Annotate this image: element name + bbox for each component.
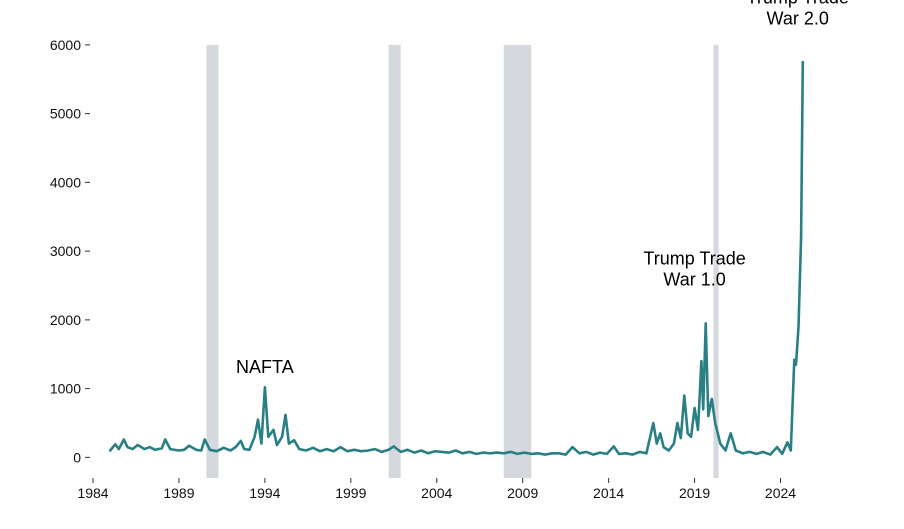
- recession-bands: [206, 44, 719, 478]
- x-tick-label: 1984: [77, 485, 108, 501]
- annotation-label: War 1.0: [663, 270, 725, 290]
- y-tick-label: 0: [73, 449, 81, 465]
- y-tick-label: 5000: [50, 106, 81, 122]
- annotation-label: Trump Trade: [643, 249, 745, 269]
- annotation-label: Trump Trade: [747, 0, 849, 7]
- x-tick-label: 2009: [507, 485, 538, 501]
- y-tick-label: 4000: [50, 174, 81, 190]
- annotation-label: NAFTA: [236, 357, 294, 377]
- x-axis: 1984 1989 1994 1999 2004 2009 2014 2019 2024: [77, 478, 796, 501]
- recession-band: [206, 44, 219, 478]
- y-axis: 0 1000 2000 3000 4000 5000 6000: [50, 37, 90, 465]
- recession-band: [503, 44, 532, 478]
- x-tick-label: 1989: [163, 485, 194, 501]
- x-tick-label: 2014: [593, 485, 624, 501]
- recession-band: [713, 44, 719, 478]
- x-tick-label: 2019: [679, 485, 710, 501]
- series-layer: [108, 60, 805, 456]
- x-tick-label: 1999: [335, 485, 366, 501]
- x-tick-label: 2004: [421, 485, 452, 501]
- x-tick-label: 2024: [765, 485, 796, 501]
- y-tick-label: 1000: [50, 381, 81, 397]
- x-tick-label: 1994: [249, 485, 280, 501]
- recession-band: [388, 44, 401, 478]
- series-line: [108, 60, 805, 456]
- y-tick-label: 2000: [50, 312, 81, 328]
- y-tick-label: 6000: [50, 37, 81, 53]
- annotation-label: War 2.0: [767, 8, 829, 28]
- y-tick-label: 3000: [50, 243, 81, 259]
